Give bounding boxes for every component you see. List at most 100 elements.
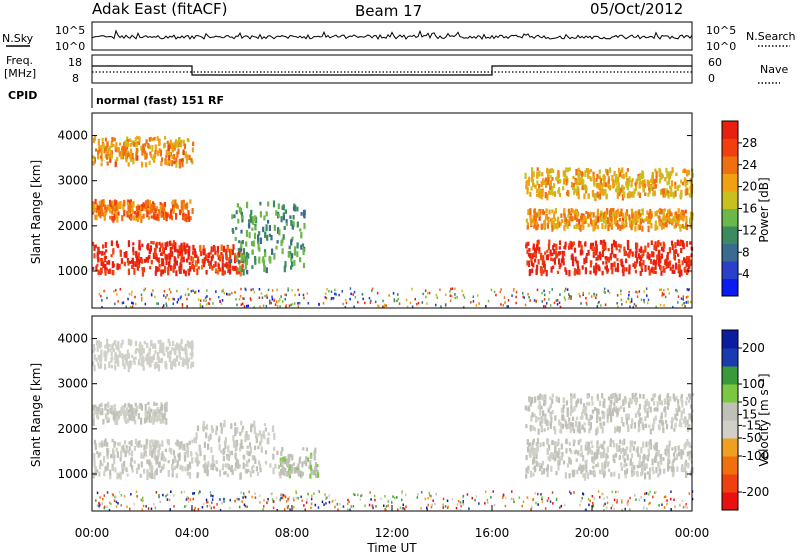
power-echo-cell — [558, 246, 561, 250]
power-echo-cell — [557, 170, 560, 174]
power-echo-cell — [530, 222, 533, 226]
velocity-echo-cell — [547, 420, 550, 426]
power-noise-cell — [377, 304, 379, 307]
power-echo-cell — [654, 245, 657, 251]
velocity-echo-cell — [247, 434, 250, 441]
power-echo-cell — [540, 253, 543, 259]
power-echo-cell — [589, 169, 593, 173]
velocity-echo-cell — [540, 463, 543, 469]
velocity-echo-cell — [305, 461, 308, 467]
y-tick-label: 2000 — [57, 422, 88, 436]
velocity-noise-cell — [113, 499, 116, 502]
power-noise-cell — [663, 288, 665, 292]
power-echo-cell — [646, 251, 650, 256]
velocity-noise-cell — [643, 506, 645, 509]
power-echo-cell — [146, 210, 149, 218]
power-echo-cell — [673, 269, 676, 274]
power-noise-cell — [100, 294, 102, 298]
velocity-echo-cell — [133, 360, 136, 365]
power-echo-cell — [110, 254, 113, 258]
velocity-echo-cell — [686, 451, 689, 457]
power-echo-cell — [623, 223, 626, 229]
power-echo-cell — [636, 242, 639, 248]
power-echo-band — [230, 200, 306, 276]
velocity-echo-cell — [123, 412, 126, 420]
power-noise-cell — [179, 296, 182, 300]
power-echo-cell — [240, 241, 243, 249]
velocity-echo-cell — [625, 463, 628, 467]
velocity-echo-cell — [587, 448, 590, 455]
velocity-echo-cell — [660, 400, 663, 406]
velocity-noise-cell — [402, 503, 404, 507]
velocity-echo-cell — [130, 450, 134, 457]
power-echo-cell — [573, 268, 577, 274]
velocity-echo-cell — [115, 357, 118, 364]
velocity-echo-cell — [127, 354, 130, 359]
power-echo-cell — [194, 260, 197, 267]
velocity-noise-cell — [242, 492, 245, 495]
power-echo-cell — [550, 217, 553, 225]
power-echo-cell — [135, 212, 138, 218]
power-echo-cell — [303, 212, 306, 219]
power-echo-cell — [184, 249, 187, 255]
velocity-echo-cell — [620, 448, 623, 455]
velocity-echo-cell — [569, 428, 572, 433]
power-echo-cell — [598, 169, 601, 175]
velocity-echo-cell — [303, 460, 306, 465]
velocity-noise-cell — [462, 494, 465, 498]
power-echo-cell — [685, 264, 688, 268]
power-echo-cell — [97, 247, 100, 253]
power-noise-cell — [342, 302, 344, 306]
power-echo-cell — [618, 212, 621, 218]
velocity-noise-cell — [447, 505, 450, 508]
velocity-noise-cell — [311, 494, 313, 498]
power-echo-cell — [268, 233, 271, 237]
power-echo-cell — [265, 224, 268, 232]
power-noise-cell — [411, 305, 414, 309]
power-echo-cell — [553, 249, 556, 255]
power-echo-cell — [542, 269, 545, 274]
power-noise-cell — [504, 301, 506, 304]
velocity-echo-cell — [160, 412, 163, 416]
velocity-echo-cell — [640, 447, 643, 454]
power-echo-cell — [631, 178, 634, 182]
power-echo-cell — [536, 240, 539, 247]
power-echo-cell — [670, 171, 673, 176]
velocity-noise-cell — [552, 502, 554, 505]
velocity-echo-cell — [103, 440, 106, 447]
power-echo-cell — [544, 177, 548, 182]
power-noise-cell — [116, 293, 118, 296]
power-echo-cell — [261, 257, 264, 263]
velocity-echo-cell — [218, 435, 221, 441]
velocity-noise-cell — [455, 506, 458, 510]
velocity-echo-cell — [528, 453, 531, 457]
velocity-echo-cell — [297, 469, 300, 477]
power-echo-cell — [180, 158, 183, 163]
power-noise-cell — [556, 299, 559, 302]
velocity-echo-cell — [218, 438, 221, 443]
power-echo-cell — [95, 265, 98, 272]
power-echo-cell — [641, 170, 644, 174]
velocity-echo-cell — [603, 440, 606, 445]
velocity-echo-cell — [677, 445, 680, 451]
velocity-noise-cell — [263, 505, 265, 508]
power-echo-cell — [560, 258, 564, 263]
power-echo-cell — [186, 258, 189, 263]
velocity-noise-cell — [307, 492, 309, 495]
power-noise-cell — [271, 295, 273, 298]
power-echo-cell — [186, 138, 189, 142]
power-echo-cell — [548, 190, 551, 195]
velocity-echo-cell — [162, 455, 166, 462]
velocity-noise-cell — [666, 502, 668, 506]
power-echo-cell — [573, 210, 576, 215]
power-echo-cell — [145, 139, 148, 145]
power-noise-cell — [135, 302, 137, 306]
velocity-noise-cell — [310, 506, 312, 510]
power-echo-cell — [549, 168, 552, 174]
velocity-noise-cell — [570, 492, 572, 495]
power-echo-cell — [92, 211, 95, 215]
velocity-noise-cell — [387, 504, 389, 507]
velocity-echo-cell — [125, 355, 128, 362]
velocity-noise-cell — [492, 490, 494, 493]
velocity-echo-cell — [667, 466, 670, 472]
